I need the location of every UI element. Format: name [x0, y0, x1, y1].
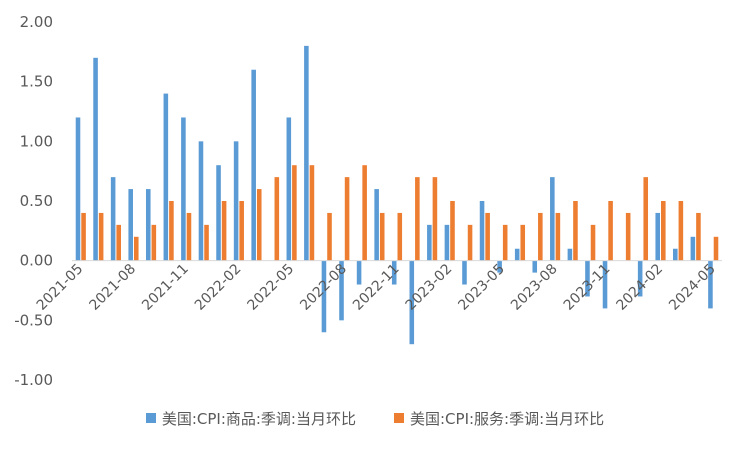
- bar-services: [661, 201, 666, 261]
- x-tick-label: 2022-02: [192, 261, 245, 314]
- bar-goods: [497, 260, 502, 273]
- bar-services: [239, 201, 244, 261]
- bar-goods: [690, 236, 696, 261]
- bar-goods: [321, 260, 327, 333]
- bar-services: [379, 212, 385, 261]
- bar-goods: [637, 260, 643, 297]
- legend-swatch-services: [394, 413, 404, 423]
- bar-services: [538, 212, 543, 261]
- bar-goods: [181, 117, 186, 261]
- bar-goods: [427, 224, 432, 261]
- bar-services: [397, 212, 403, 261]
- bar-services: [608, 201, 613, 261]
- legend-item-services: 美国:CPI:服务:季调:当月环比: [394, 406, 604, 430]
- bar-services: [485, 212, 490, 261]
- legend-label-services: 美国:CPI:服务:季调:当月环比: [410, 409, 605, 428]
- bar-goods: [655, 212, 661, 261]
- bar-services: [678, 201, 684, 261]
- x-axis-ticks: 2021-05 2021-08 2021-11 2022-02 2022-05 2022-…: [34, 261, 719, 314]
- bar-services: [450, 201, 455, 261]
- bar-goods: [479, 201, 485, 261]
- bar-services: [98, 212, 104, 261]
- bar-services: [204, 224, 209, 261]
- legend-label-goods: 美国:CPI:商品:季调:当月环比: [161, 409, 356, 428]
- bar-services: [643, 177, 649, 261]
- bar-services: [432, 177, 438, 261]
- bar-goods: [128, 189, 133, 261]
- y-axis-ticks: 2.00 1.50 1.00 0.50 0.00 -0.50 -1.00: [14, 13, 53, 389]
- bar-services: [590, 224, 596, 261]
- y-tick-label: 0.00: [20, 252, 53, 270]
- bar-goods: [163, 93, 169, 261]
- bar-services: [415, 177, 420, 261]
- bar-goods: [550, 177, 555, 261]
- bar-services: [362, 165, 367, 261]
- bar-goods: [198, 141, 204, 261]
- bar-goods: [145, 189, 151, 261]
- bar-services: [573, 201, 578, 261]
- bar-services: [467, 224, 473, 261]
- bar-services: [81, 212, 86, 261]
- bar-goods: [356, 260, 362, 285]
- bar-goods: [409, 260, 415, 345]
- bars: [75, 45, 719, 345]
- bar-goods: [532, 260, 538, 273]
- bar-goods: [391, 260, 397, 285]
- bar-services: [169, 201, 174, 261]
- bar-goods: [602, 260, 608, 309]
- bar-services: [713, 236, 719, 261]
- bar-services: [221, 201, 227, 261]
- bar-services: [292, 165, 297, 261]
- bar-goods: [585, 260, 590, 297]
- bar-services: [502, 224, 508, 261]
- bar-services: [520, 224, 526, 261]
- bar-goods: [708, 260, 713, 309]
- y-tick-label: 1.50: [20, 73, 53, 91]
- bar-services: [256, 189, 262, 261]
- bar-goods: [444, 224, 450, 261]
- y-tick-label: -1.00: [14, 371, 53, 389]
- y-tick-label: 2.00: [20, 13, 53, 31]
- legend-item-goods: 美国:CPI:商品:季调:当月环比: [145, 406, 356, 430]
- bar-goods: [93, 57, 98, 261]
- x-tick-label: 2021-08: [86, 261, 139, 314]
- legend: 美国:CPI:商品:季调:当月环比 美国:CPI:服务:季调:当月环比: [0, 406, 750, 430]
- bar-services: [327, 212, 332, 261]
- bar-goods: [462, 260, 467, 285]
- bar-goods: [673, 248, 678, 261]
- x-tick-label: 2021-11: [139, 261, 192, 314]
- y-tick-label: 0.50: [20, 192, 53, 210]
- bar-services: [309, 165, 315, 261]
- bar-goods: [75, 117, 81, 261]
- bar-goods: [233, 141, 239, 261]
- bar-goods: [216, 165, 221, 261]
- bar-services: [274, 177, 280, 261]
- y-tick-label: -0.50: [14, 311, 53, 329]
- bar-goods: [567, 248, 573, 261]
- bar-goods: [304, 45, 309, 261]
- bar-goods: [514, 248, 520, 261]
- bar-goods: [251, 69, 256, 261]
- bar-goods: [110, 177, 116, 261]
- bar-services: [625, 212, 631, 261]
- bar-services: [555, 212, 561, 261]
- x-tick-label: 2022-05: [245, 261, 298, 314]
- bar-services: [344, 177, 350, 261]
- y-tick-label: 1.00: [20, 132, 53, 150]
- bar-services: [151, 224, 157, 261]
- bar-goods: [286, 117, 292, 261]
- bar-goods: [339, 260, 344, 321]
- legend-swatch-goods: [145, 413, 156, 423]
- bar-services: [696, 212, 701, 261]
- bar-services: [133, 236, 139, 261]
- bar-services: [116, 224, 121, 261]
- bar-services: [186, 212, 192, 261]
- bar-goods: [374, 189, 379, 261]
